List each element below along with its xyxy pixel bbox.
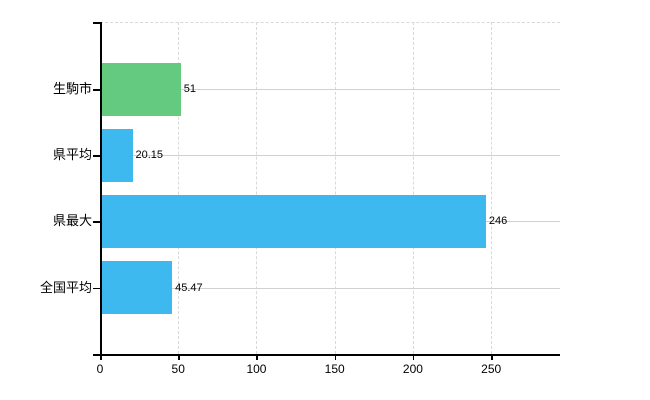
y-tick (93, 155, 100, 157)
y-tick (93, 221, 100, 223)
category-gridline (100, 155, 560, 157)
category-label: 県平均 (52, 147, 92, 163)
value-label: 51 (183, 83, 197, 95)
value-label: 246 (488, 215, 508, 228)
x-tick-label: 200 (402, 362, 423, 376)
category-gridline (100, 287, 560, 289)
plot-top-border (100, 22, 560, 23)
vertical-gridline (491, 22, 493, 354)
vertical-gridline (412, 22, 414, 354)
x-tick-label: 250 (481, 362, 502, 376)
x-tick (256, 354, 258, 360)
value-label: 45.47 (175, 281, 203, 294)
bar (101, 194, 486, 248)
bar (101, 261, 173, 315)
category-label: 全国平均 (39, 279, 92, 295)
x-axis-line (93, 354, 560, 356)
x-tick-label: 50 (171, 362, 185, 376)
x-tick (334, 354, 337, 360)
vertical-gridline (256, 22, 258, 354)
y-axis-top-tick (93, 22, 100, 24)
x-tick (491, 354, 493, 360)
category-gridline (100, 89, 560, 90)
y-axis-line (100, 22, 102, 360)
category-label: 県最大 (52, 213, 92, 229)
x-tick (412, 354, 415, 360)
x-tick-label: 100 (246, 362, 267, 376)
category-label: 生駒市 (52, 81, 92, 96)
y-tick (93, 287, 100, 290)
x-tick (178, 354, 180, 360)
x-tick-label: 150 (324, 362, 345, 376)
value-label: 20.15 (135, 149, 164, 162)
x-tick-label: 0 (96, 362, 104, 376)
bar (101, 128, 133, 182)
vertical-gridline (334, 22, 336, 354)
y-tick (93, 89, 100, 91)
vertical-gridline (178, 22, 180, 354)
bar (101, 62, 181, 116)
